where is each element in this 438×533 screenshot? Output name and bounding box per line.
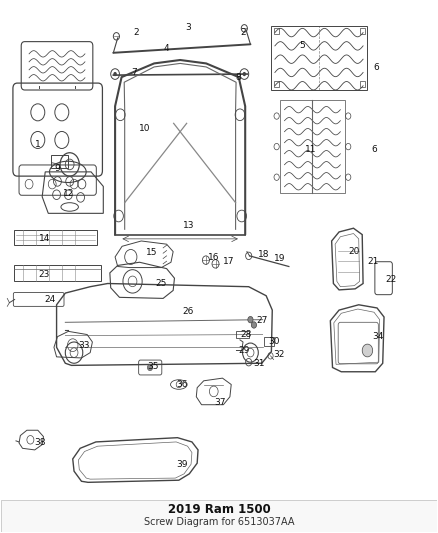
Text: 6: 6 <box>373 63 379 71</box>
Text: 36: 36 <box>176 380 187 389</box>
Text: 37: 37 <box>214 398 226 407</box>
Text: 10: 10 <box>139 124 151 133</box>
Text: 33: 33 <box>78 341 89 350</box>
Circle shape <box>243 72 246 76</box>
Text: 1: 1 <box>35 140 41 149</box>
Text: 22: 22 <box>385 275 396 284</box>
Text: 39: 39 <box>176 460 187 469</box>
Text: 30: 30 <box>268 337 279 346</box>
Circle shape <box>113 72 117 76</box>
Bar <box>280 100 345 193</box>
Text: 28: 28 <box>240 330 252 339</box>
Text: 2: 2 <box>240 28 246 37</box>
Text: 3: 3 <box>186 23 191 32</box>
Text: 11: 11 <box>305 145 316 154</box>
Text: 31: 31 <box>254 359 265 368</box>
Bar <box>14 265 101 281</box>
Bar <box>272 26 367 90</box>
Text: Screw Diagram for 6513037AA: Screw Diagram for 6513037AA <box>144 516 294 527</box>
Text: 34: 34 <box>373 332 384 341</box>
Text: 38: 38 <box>34 439 46 448</box>
Text: 15: 15 <box>145 248 157 257</box>
Text: 14: 14 <box>39 234 50 243</box>
Bar <box>274 28 279 34</box>
Bar <box>51 155 68 168</box>
Text: 19: 19 <box>273 254 285 263</box>
Text: 24: 24 <box>44 295 55 304</box>
Text: 16: 16 <box>208 254 219 262</box>
Bar <box>14 230 97 245</box>
Text: 26: 26 <box>183 307 194 316</box>
Text: 12: 12 <box>63 189 74 198</box>
Circle shape <box>148 365 152 370</box>
Text: 23: 23 <box>39 270 50 279</box>
Bar <box>264 337 274 346</box>
Text: 5: 5 <box>299 42 305 51</box>
Text: 20: 20 <box>349 247 360 256</box>
Text: 18: 18 <box>258 251 269 260</box>
Text: 9: 9 <box>55 164 60 173</box>
Bar <box>360 81 365 87</box>
Text: 2019 Ram 1500: 2019 Ram 1500 <box>168 504 270 516</box>
Bar <box>237 331 249 338</box>
Bar <box>274 81 279 87</box>
Text: 17: 17 <box>223 257 234 265</box>
Text: 32: 32 <box>274 350 285 359</box>
Text: 7: 7 <box>131 68 137 77</box>
Text: 13: 13 <box>183 221 194 230</box>
Text: 8: 8 <box>236 73 241 82</box>
Circle shape <box>362 344 373 357</box>
Bar <box>1 500 437 532</box>
Text: 25: 25 <box>155 279 167 288</box>
Text: 27: 27 <box>256 316 268 325</box>
Bar <box>360 28 365 34</box>
Text: 6: 6 <box>371 145 377 154</box>
Text: 21: 21 <box>367 257 378 265</box>
Text: 4: 4 <box>164 44 170 53</box>
Text: 29: 29 <box>239 346 250 355</box>
Circle shape <box>248 317 253 323</box>
Circle shape <box>251 322 257 328</box>
Text: 35: 35 <box>147 362 159 371</box>
Text: 2: 2 <box>133 28 139 37</box>
